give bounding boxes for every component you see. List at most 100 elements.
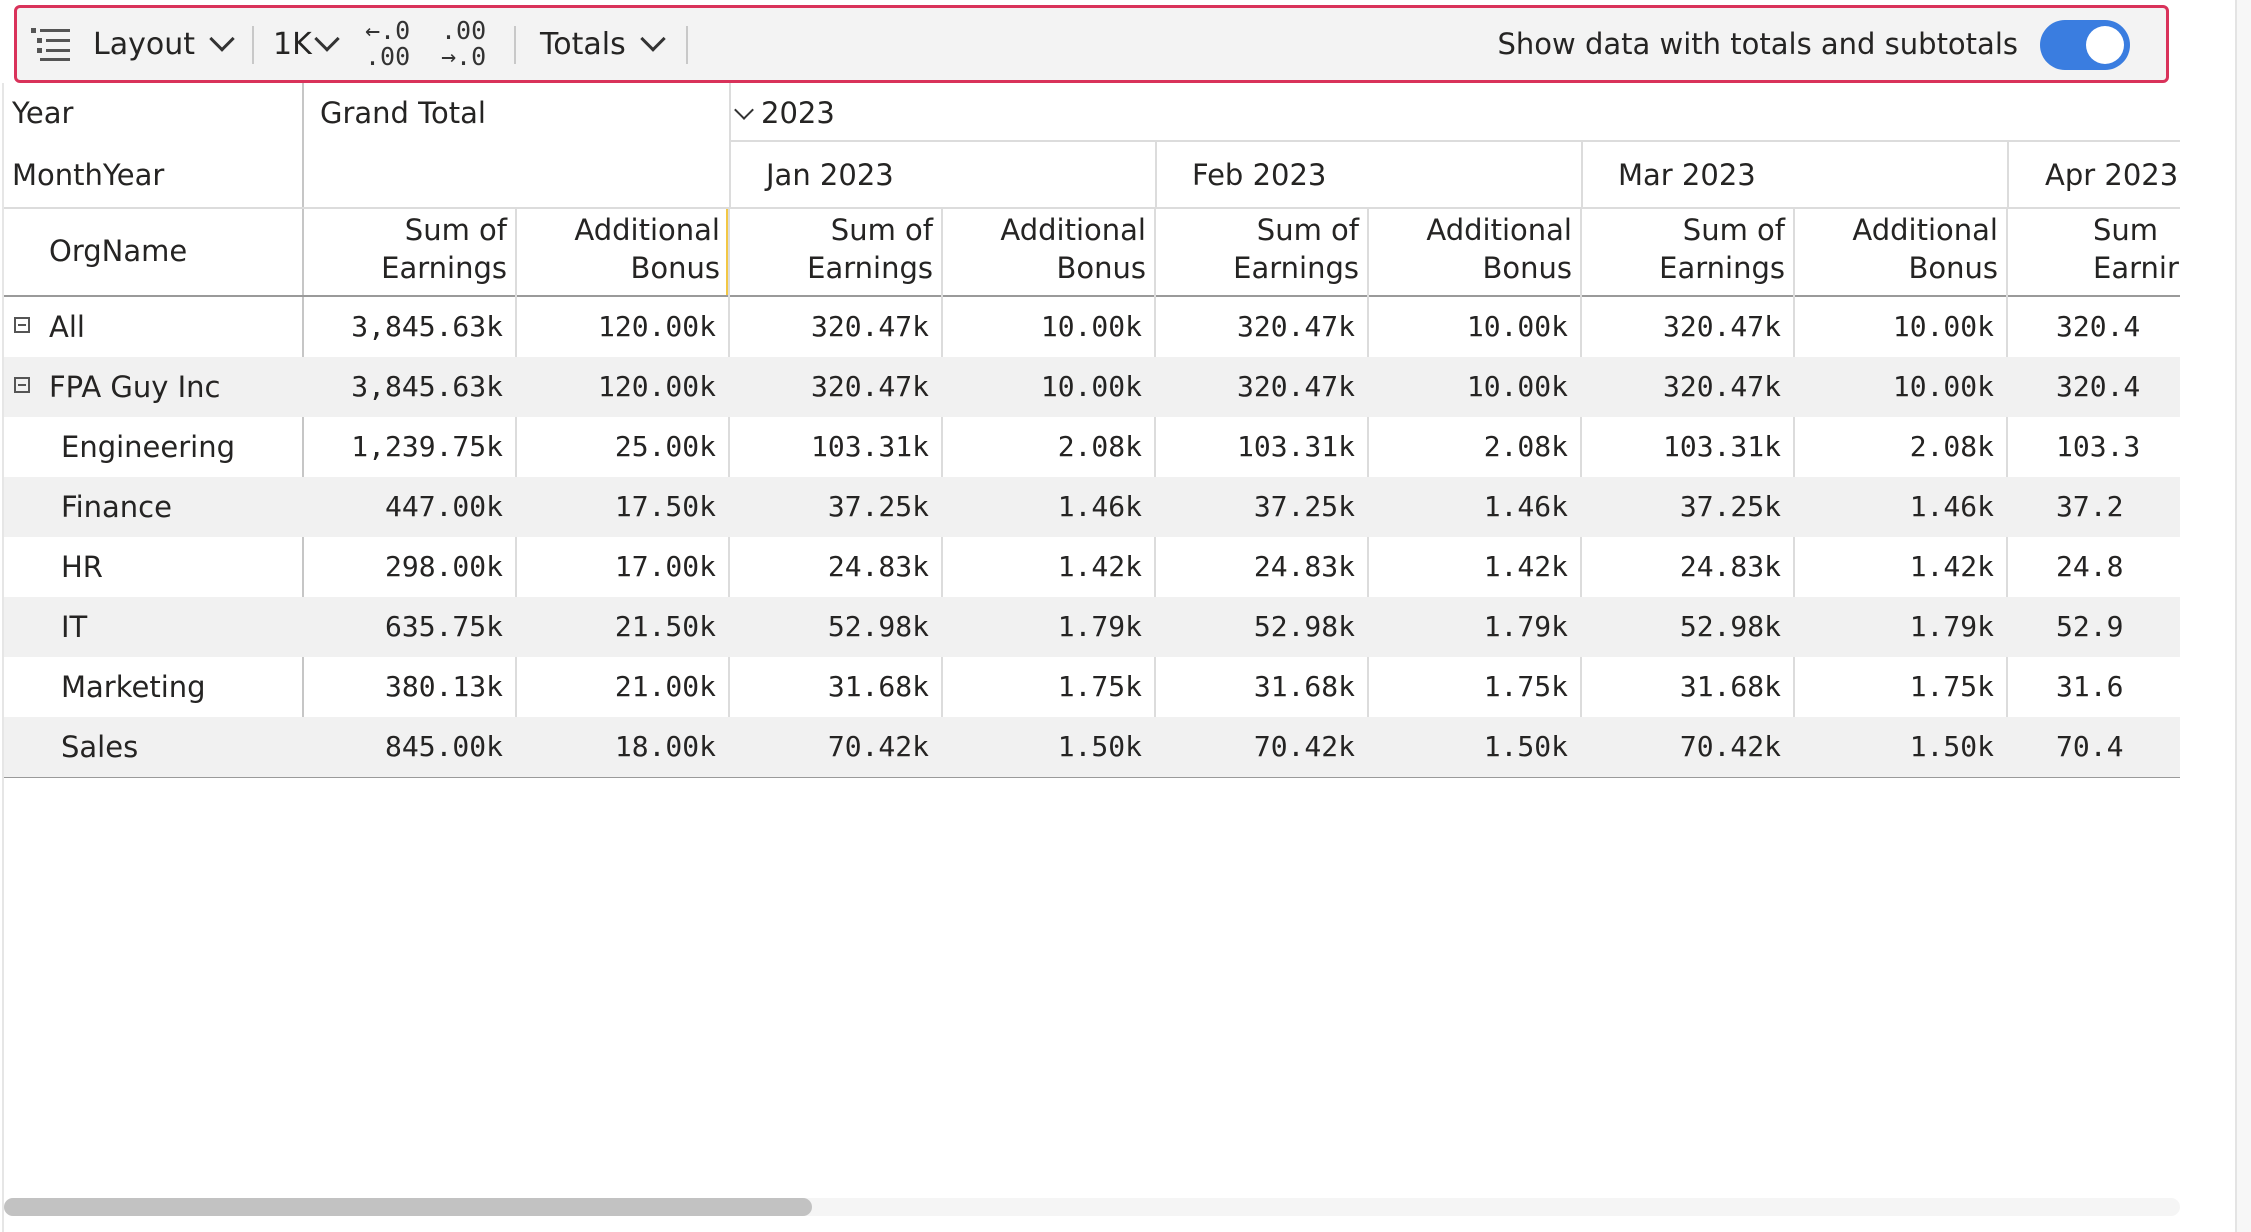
measure-header-bonus[interactable]: Additional Bonus [1369,211,1572,287]
value-cell: 1.50k [1909,730,1994,763]
year-field-label[interactable]: Year [12,96,74,130]
measure-header-bonus[interactable]: Additional Bonus [1795,211,1998,287]
value-cell: 37.2 [2056,490,2124,523]
table-row[interactable]: IT 635.75k 21.50k 52.98k 1.79k 52.98k 1.79k 52.… [4,597,2180,657]
increase-decimal-icon-top: ←.0 [365,16,411,45]
value-cell: 52.9 [2056,610,2124,643]
vertical-scrollbar[interactable] [2235,0,2251,1232]
horizontal-scrollbar-thumb[interactable] [4,1198,812,1216]
value-cell: 1.46k [1483,490,1568,523]
header-divider [730,140,2180,142]
table-row[interactable]: Finance 447.00k 17.50k 37.25k 1.46k 37.25k 1.4… [4,477,2180,537]
increase-decimal-icon-bottom: .00 [365,42,411,71]
table-row[interactable]: HR 298.00k 17.00k 24.83k 1.42k 24.83k 1.42k 24.… [4,537,2180,597]
measure-header-earnings[interactable]: Sum of Earnings [1156,211,1359,287]
measure-header-partial[interactable]: Sum Earnir [2008,211,2180,287]
row-label: HR [61,550,103,584]
value-cell: 380.13k [384,670,503,703]
units-dropdown[interactable]: 1K [273,8,340,80]
year-value: 2023 [761,96,835,130]
value-cell: 120.00k [597,310,716,343]
value-cell: 103.31k [1236,430,1355,463]
measure-header-line2: Bonus [1908,251,1998,285]
collapse-icon[interactable] [14,377,30,393]
measure-header-line2: Earnings [1659,251,1785,285]
value-cell: 3,845.63k [351,370,503,403]
value-cell: 1.42k [1909,550,1994,583]
toolbar-divider [252,26,254,64]
measure-header-line1: Additional [1426,213,1572,247]
pivot-toolbar: Layout 1K ←.0 .00 .00 →.0 Totals Show da… [14,5,2169,83]
table-row[interactable]: Marketing 380.13k 21.00k 31.68k 1.75k 31.68k 1… [4,657,2180,717]
header-divider [1155,140,1157,207]
chevron-down-icon [314,26,340,52]
orgname-field-label[interactable]: OrgName [49,234,188,268]
increase-decimal-button[interactable]: ←.0 .00 [365,8,410,80]
header-divider [729,83,731,207]
measure-header-bonus[interactable]: Additional Bonus [943,211,1146,287]
value-cell: 3,845.63k [351,310,503,343]
value-cell: 10.00k [1040,370,1142,403]
measure-header-line2: Earnings [381,251,507,285]
value-cell: 103.3 [2056,430,2141,463]
layout-dropdown[interactable]: Layout [93,8,235,80]
measure-header-line2: Earnings [1233,251,1359,285]
table-row[interactable]: Sales 845.00k 18.00k 70.42k 1.50k 70.42k 1.50k… [4,717,2180,777]
value-cell: 320.47k [1662,310,1781,343]
value-cell: 17.00k [614,550,716,583]
chevron-down-icon [639,26,666,52]
value-cell: 2.08k [1909,430,1994,463]
totals-label: Totals [540,26,626,62]
value-cell: 845.00k [384,730,503,763]
pivot-grid: Year MonthYear OrgName Grand Total 2023 … [0,83,2180,783]
value-cell: 24.83k [1679,550,1781,583]
measure-header-line2: Earnings [807,251,933,285]
header-divider [4,207,2180,209]
measure-header-earnings[interactable]: Sum of Earnings [1582,211,1785,287]
decrease-decimal-icon-top: .00 [441,16,487,45]
totals-dropdown[interactable]: Totals [540,8,666,80]
table-row[interactable]: All 3,845.63k 120.00k 320.47k 10.00k 320.47k 1… [4,297,2180,357]
value-cell: 1,239.75k [351,430,503,463]
grid-left-edge [2,83,4,1232]
value-cell: 320.4 [2056,370,2141,403]
year-2023-header[interactable]: 2023 [734,93,835,133]
decrease-decimal-button[interactable]: .00 →.0 [441,8,486,80]
value-cell: 298.00k [384,550,503,583]
table-bottom-border [4,776,2180,778]
measure-header-earnings[interactable]: Sum of Earnings [730,211,933,287]
value-cell: 1.46k [1057,490,1142,523]
toolbar-divider [514,26,516,64]
measure-header-line1: Sum of [1256,213,1359,247]
value-cell: 10.00k [1466,370,1568,403]
value-cell: 1.75k [1909,670,1994,703]
value-cell: 37.25k [1253,490,1355,523]
collapse-icon[interactable] [14,317,30,333]
measure-header-bonus[interactable]: Additional Bonus [517,211,720,287]
row-label: All [49,310,85,344]
value-cell: 1.50k [1483,730,1568,763]
table-row[interactable]: FPA Guy Inc 3,845.63k 120.00k 320.47k 10.00k… [4,357,2180,417]
row-label: Engineering [61,430,235,464]
measure-header-earnings[interactable]: Sum of Earnings [304,211,507,287]
value-cell: 1.79k [1483,610,1568,643]
value-cell: 37.25k [827,490,929,523]
value-cell: 31.68k [1253,670,1355,703]
month-header-feb: Feb 2023 [1192,158,1327,192]
value-cell: 18.00k [614,730,716,763]
measure-header-line1: Sum [2093,213,2159,247]
value-cell: 21.50k [614,610,716,643]
totals-toggle-label: Show data with totals and subtotals [1497,27,2019,61]
row-header-divider [302,83,304,776]
layout-icon[interactable] [29,26,73,62]
totals-toggle[interactable] [2040,20,2130,70]
row-label: Sales [61,730,139,764]
header-divider [1581,140,1583,207]
measure-header-line2: Earnir [2093,251,2179,285]
monthyear-field-label[interactable]: MonthYear [12,158,165,192]
measure-header-line2: Bonus [1482,251,1572,285]
value-cell: 447.00k [384,490,503,523]
toolbar-divider [686,26,688,64]
value-cell: 320.47k [1236,370,1355,403]
table-row[interactable]: Engineering 1,239.75k 25.00k 103.31k 2.08k 10… [4,417,2180,477]
